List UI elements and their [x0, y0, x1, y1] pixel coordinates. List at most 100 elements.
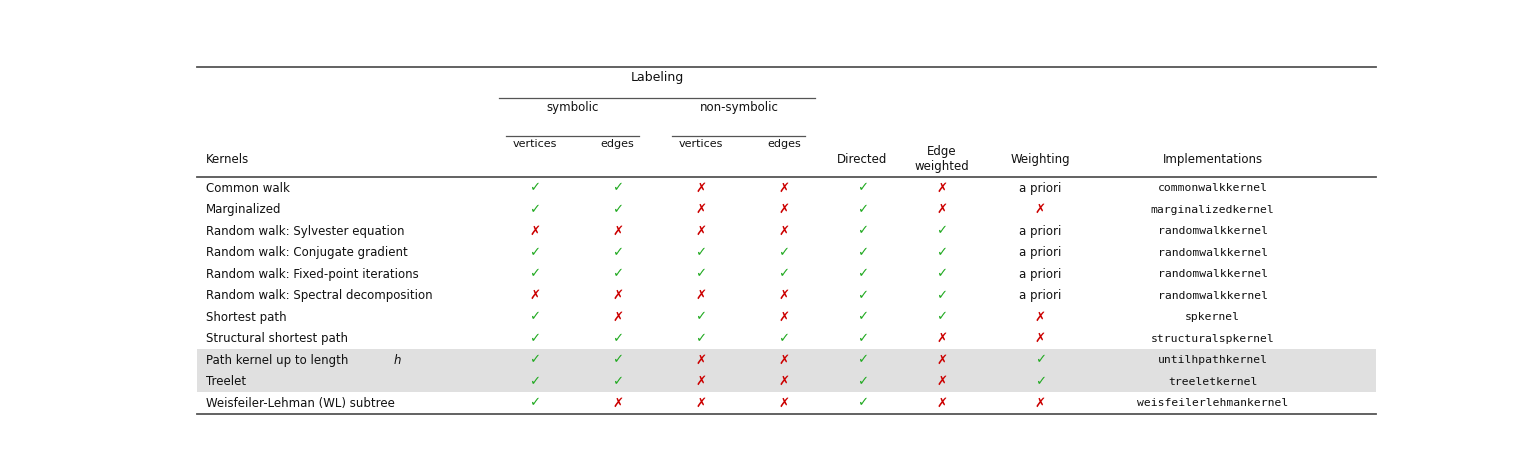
Text: ✗: ✗: [778, 397, 789, 409]
Text: Labeling: Labeling: [630, 71, 683, 84]
Text: ✓: ✓: [856, 354, 869, 367]
Text: ✗: ✗: [613, 289, 624, 302]
Text: Marginalized: Marginalized: [205, 203, 282, 216]
Text: ✗: ✗: [613, 397, 624, 409]
Text: a priori: a priori: [1019, 289, 1062, 302]
Text: ✓: ✓: [613, 332, 624, 345]
Text: ✓: ✓: [778, 332, 789, 345]
Text: ✓: ✓: [856, 397, 869, 409]
Text: Weighting: Weighting: [1011, 153, 1071, 166]
Text: ✗: ✗: [778, 354, 789, 367]
Text: ✓: ✓: [856, 267, 869, 280]
Text: ✗: ✗: [778, 225, 789, 237]
Text: a priori: a priori: [1019, 182, 1062, 195]
Text: Common walk: Common walk: [205, 182, 290, 195]
Text: ✗: ✗: [1034, 310, 1046, 324]
Text: Random walk: Spectral decomposition: Random walk: Spectral decomposition: [205, 289, 432, 302]
Text: ✓: ✓: [529, 267, 541, 280]
Text: ✗: ✗: [778, 182, 789, 195]
Text: ✓: ✓: [1034, 375, 1046, 388]
Text: weisfeilerlehmankernel: weisfeilerlehmankernel: [1137, 398, 1288, 408]
Text: ✗: ✗: [696, 375, 706, 388]
Text: ✓: ✓: [613, 203, 624, 216]
Text: ✓: ✓: [936, 267, 947, 280]
Text: ✓: ✓: [696, 310, 706, 324]
Text: ✓: ✓: [529, 246, 541, 259]
Text: spkernel: spkernel: [1186, 312, 1239, 322]
Text: ✓: ✓: [696, 267, 706, 280]
Text: ✓: ✓: [613, 375, 624, 388]
Text: Structural shortest path: Structural shortest path: [205, 332, 348, 345]
Text: ✗: ✗: [613, 310, 624, 324]
Text: ✗: ✗: [696, 182, 706, 195]
Text: Implementations: Implementations: [1163, 153, 1262, 166]
Text: a priori: a priori: [1019, 267, 1062, 280]
Text: structuralspkernel: structuralspkernel: [1151, 333, 1275, 343]
Bar: [198, 349, 1376, 371]
Text: ✗: ✗: [1034, 397, 1046, 409]
Text: ✗: ✗: [696, 225, 706, 237]
Text: ✓: ✓: [856, 310, 869, 324]
Text: ✗: ✗: [529, 289, 541, 302]
Text: ✓: ✓: [936, 246, 947, 259]
Text: ✓: ✓: [856, 375, 869, 388]
Text: ✓: ✓: [936, 310, 947, 324]
Text: Treelet: Treelet: [205, 375, 245, 388]
Text: randomwalkkernel: randomwalkkernel: [1158, 290, 1267, 301]
Text: ✓: ✓: [856, 332, 869, 345]
Text: ✓: ✓: [613, 354, 624, 367]
Text: ✓: ✓: [529, 332, 541, 345]
Text: ✗: ✗: [936, 397, 947, 409]
Text: ✗: ✗: [1034, 332, 1046, 345]
Text: Random walk: Fixed-point iterations: Random walk: Fixed-point iterations: [205, 267, 418, 280]
Text: ✗: ✗: [1034, 203, 1046, 216]
Text: ✗: ✗: [936, 182, 947, 195]
Text: a priori: a priori: [1019, 225, 1062, 237]
Bar: [198, 371, 1376, 392]
Text: Random walk: Conjugate gradient: Random walk: Conjugate gradient: [205, 246, 408, 259]
Text: ✓: ✓: [529, 375, 541, 388]
Text: h: h: [394, 354, 401, 367]
Text: ✓: ✓: [856, 182, 869, 195]
Text: randomwalkkernel: randomwalkkernel: [1158, 269, 1267, 279]
Text: ✓: ✓: [529, 397, 541, 409]
Text: ✓: ✓: [613, 267, 624, 280]
Text: Path kernel up to length: Path kernel up to length: [205, 354, 352, 367]
Text: ✓: ✓: [778, 267, 789, 280]
Text: ✓: ✓: [529, 354, 541, 367]
Text: ✗: ✗: [696, 397, 706, 409]
Text: ✓: ✓: [856, 225, 869, 237]
Text: Random walk: Sylvester equation: Random walk: Sylvester equation: [205, 225, 404, 237]
Text: commonwalkkernel: commonwalkkernel: [1158, 183, 1267, 193]
Text: ✗: ✗: [936, 375, 947, 388]
Text: treeletkernel: treeletkernel: [1167, 377, 1258, 386]
Text: ✗: ✗: [696, 354, 706, 367]
Text: Kernels: Kernels: [205, 153, 250, 166]
Text: ✓: ✓: [778, 246, 789, 259]
Text: untilhpathkernel: untilhpathkernel: [1158, 355, 1267, 365]
Text: non-symbolic: non-symbolic: [700, 101, 778, 114]
Text: ✓: ✓: [529, 203, 541, 216]
Text: ✓: ✓: [856, 246, 869, 259]
Text: ✗: ✗: [529, 225, 541, 237]
Text: ✓: ✓: [696, 246, 706, 259]
Text: ✓: ✓: [696, 332, 706, 345]
Text: edges: edges: [768, 139, 801, 149]
Text: ✓: ✓: [936, 225, 947, 237]
Text: randomwalkkernel: randomwalkkernel: [1158, 226, 1267, 236]
Text: ✗: ✗: [613, 225, 624, 237]
Text: ✗: ✗: [696, 289, 706, 302]
Text: edges: edges: [601, 139, 634, 149]
Text: ✓: ✓: [856, 203, 869, 216]
Text: Weisfeiler-Lehman (WL) subtree: Weisfeiler-Lehman (WL) subtree: [205, 397, 395, 409]
Text: ✗: ✗: [778, 289, 789, 302]
Text: ✗: ✗: [778, 203, 789, 216]
Text: ✓: ✓: [529, 310, 541, 324]
Text: Edge
weighted: Edge weighted: [915, 145, 970, 173]
Text: symbolic: symbolic: [547, 101, 599, 114]
Text: vertices: vertices: [679, 139, 723, 149]
Text: randomwalkkernel: randomwalkkernel: [1158, 248, 1267, 257]
Text: ✓: ✓: [1034, 354, 1046, 367]
Text: ✗: ✗: [778, 310, 789, 324]
Text: ✗: ✗: [696, 203, 706, 216]
